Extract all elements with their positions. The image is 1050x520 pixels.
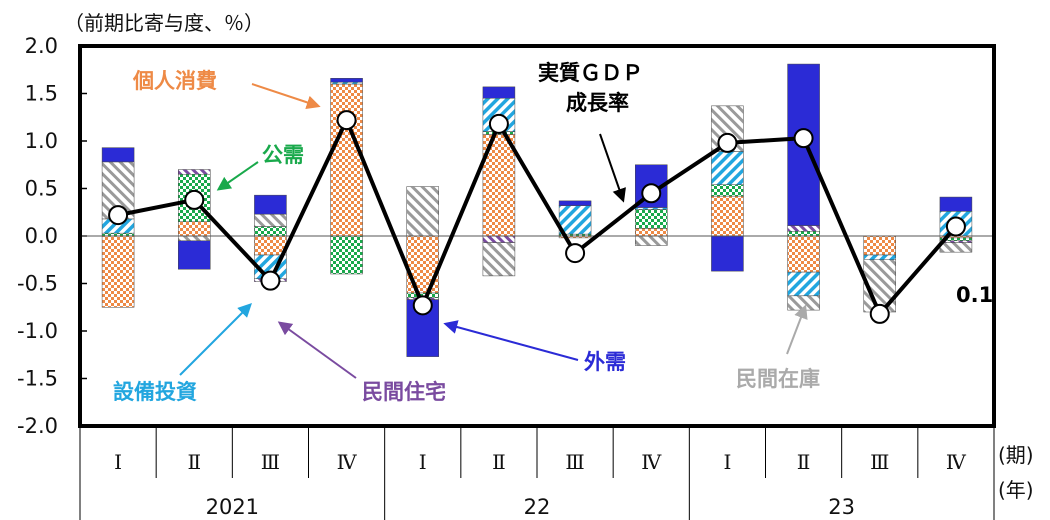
gdp-point [108, 205, 129, 226]
bar-segment-capex [635, 207, 668, 210]
y-tick-label: 0.0 [25, 224, 58, 248]
annotation-gdp-line-1: 実質ＧＤＰ [538, 61, 643, 85]
x-tick-label: Ⅰ [723, 450, 731, 474]
bar-segment-external [482, 86, 516, 99]
bar-segment-external [178, 240, 211, 270]
bar-segment-inventory [939, 242, 973, 253]
arrow-public-demand [216, 161, 259, 191]
unit-label: （前期比寄与度、％） [64, 11, 264, 35]
x-tick-label: Ⅱ [797, 450, 811, 474]
gdp-point [184, 189, 205, 210]
annotation-gdp-line-2: 成長率 [566, 91, 629, 115]
x-tick-label: Ⅰ [419, 450, 427, 474]
bar-segment-consumption [101, 235, 135, 308]
bar-segment-housing [482, 235, 516, 243]
gdp-point [412, 295, 433, 316]
year-label: 22 [524, 495, 551, 519]
arrow-external [443, 320, 579, 361]
x-tick-label: Ⅱ [187, 450, 201, 474]
x-tick-label: Ⅲ [870, 450, 889, 474]
gdp-line-path [117, 118, 958, 316]
bar-segment-inventory [254, 213, 287, 227]
annotation-inventory: 民間在庫 [736, 367, 820, 391]
last-value-label: 0.1 [956, 283, 993, 307]
y-tick-label: 1.5 [25, 82, 58, 106]
gdp-point [565, 243, 586, 264]
bar-segment-external [101, 147, 135, 163]
year-label: 2021 [206, 495, 259, 519]
bar-segment-external [939, 196, 973, 212]
annotation-capex: 設備投資 [113, 380, 197, 404]
bar-segment-consumption [863, 235, 896, 256]
bar-segment-public_demand [330, 235, 363, 275]
y-axis-ticks: 2.0 1.5 1.0 0.5 0.0 -0.5 -1.0 -1.5 -2.0 [17, 34, 87, 438]
gdp-growth-line [108, 110, 966, 324]
x-tick-label: Ⅱ [492, 450, 506, 474]
year-label: 23 [828, 495, 855, 519]
bar-segment-inventory [178, 235, 211, 241]
bar-segment-capex [330, 81, 363, 85]
bar-segment-consumption [635, 228, 668, 237]
bar-segment-inventory [406, 186, 439, 237]
period-label: (期) [998, 443, 1034, 467]
gdp-point [641, 183, 662, 204]
bar-segment-consumption [330, 83, 363, 237]
x-tick-label: Ⅰ [114, 450, 122, 474]
y-tick-label: -1.5 [17, 367, 58, 391]
x-tick-label: Ⅳ [641, 450, 662, 474]
bar-segment-housing [787, 225, 820, 232]
bar-segment-inventory [482, 242, 516, 277]
bar-segment-public_demand [254, 226, 287, 237]
bar-segment-housing [178, 169, 211, 175]
gdp-point [717, 132, 738, 153]
x-tick-label: Ⅲ [261, 450, 280, 474]
bar-stacks [101, 63, 973, 357]
bar-segment-consumption [787, 235, 820, 273]
y-tick-label: -0.5 [17, 272, 58, 296]
arrow-inventory [786, 304, 808, 355]
gdp-point [488, 113, 509, 134]
bar-segment-consumption [711, 195, 744, 237]
bar-segment-capex [558, 205, 592, 235]
gdp-point [260, 270, 281, 291]
x-axis-table: Ⅰ Ⅱ Ⅲ Ⅳ Ⅰ Ⅱ Ⅲ Ⅳ Ⅰ Ⅱ Ⅲ Ⅳ 2021 22 23 [79, 426, 995, 520]
year-label: (年) [998, 478, 1034, 502]
bar-segment-consumption [254, 235, 287, 256]
gdp-point [793, 128, 814, 149]
arrow-capex [179, 303, 252, 376]
y-tick-label: -2.0 [17, 414, 58, 438]
annotation-consumption: 個人消費 [132, 69, 217, 93]
annotation-external: 外需 [584, 350, 626, 374]
y-tick-label: -1.0 [17, 319, 58, 343]
bar-segment-capex [863, 254, 896, 260]
y-tick-label: 1.0 [25, 129, 58, 153]
arrow-consumption [251, 83, 321, 110]
annotation-housing: 民間住宅 [362, 380, 446, 404]
bar-segment-inventory [635, 235, 668, 246]
y-tick-label: 2.0 [25, 34, 58, 58]
annotation-public-demand: 公需 [262, 143, 304, 167]
arrow-gdp [599, 133, 626, 203]
arrow-housing [277, 321, 357, 379]
bar-segment-public_demand [635, 209, 668, 229]
x-tick-label: Ⅳ [946, 450, 967, 474]
x-tick-label: Ⅲ [565, 450, 584, 474]
bar-segment-external [711, 235, 744, 272]
bar-segment-capex [711, 151, 744, 185]
x-tick-label: Ⅳ [337, 450, 358, 474]
gdp-point [336, 110, 357, 131]
gdp-point [945, 216, 966, 237]
bar-segment-public_demand [787, 231, 820, 237]
y-tick-label: 0.5 [25, 177, 58, 201]
bar-segment-consumption [178, 221, 211, 237]
gdp-point [869, 303, 890, 324]
bar-segment-external [254, 194, 287, 215]
bar-segment-consumption [406, 235, 439, 294]
bar-segment-external [330, 78, 363, 83]
bar-segment-external [558, 200, 592, 206]
bar-segment-capex [787, 271, 820, 297]
bar-segment-public_demand [711, 184, 744, 197]
